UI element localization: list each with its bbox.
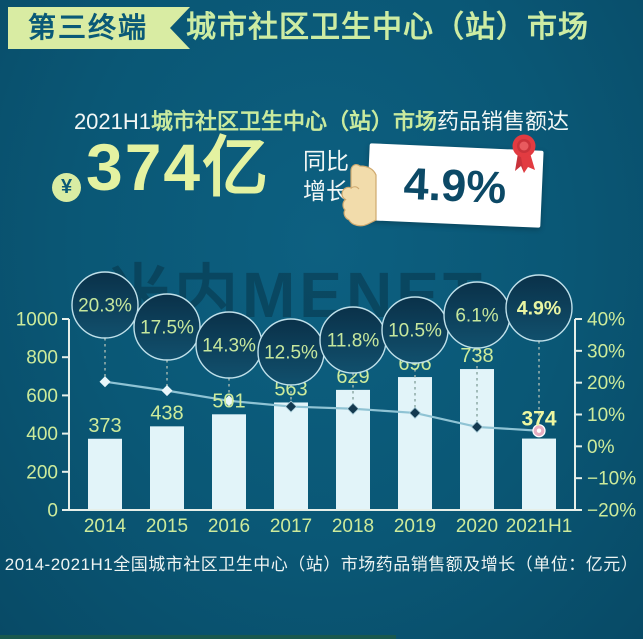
svg-text:10.5%: 10.5% <box>388 321 442 342</box>
svg-text:40%: 40% <box>587 310 625 331</box>
svg-text:400: 400 <box>26 424 58 445</box>
svg-text:600: 600 <box>26 386 58 407</box>
chart-caption: 2014-2021H1全国城市社区卫生中心（站）市场药品销售额及增长（单位：亿元… <box>4 555 639 574</box>
yoy-label-line1: 同比 <box>303 148 349 174</box>
svg-text:6.1%: 6.1% <box>455 306 498 327</box>
svg-text:438: 438 <box>150 402 183 424</box>
svg-text:4.9%: 4.9% <box>517 298 561 320</box>
svg-text:200: 200 <box>26 462 58 483</box>
svg-text:10%: 10% <box>587 405 625 426</box>
axis-labels: 0 200 400 600 800 1000 −20% −10% 0% 10% 20% 30% 40% <box>16 310 637 522</box>
subtitle: 2021H1城市社区卫生中心（站）市场药品销售额达 <box>0 104 643 136</box>
svg-text:374: 374 <box>521 408 556 431</box>
svg-text:2018: 2018 <box>332 516 374 537</box>
svg-text:738: 738 <box>460 345 493 367</box>
svg-text:17.5%: 17.5% <box>140 318 194 339</box>
svg-text:2021H1: 2021H1 <box>506 516 573 537</box>
svg-text:501: 501 <box>212 390 245 412</box>
svg-text:0%: 0% <box>587 437 615 458</box>
award-ribbon-icon <box>512 134 536 173</box>
section-badge-label: 第三终端 <box>28 12 149 43</box>
yen-icon: ¥ <box>52 173 81 202</box>
yoy-label: 同比 增长 <box>303 146 349 206</box>
svg-text:373: 373 <box>88 415 121 437</box>
svg-text:20.3%: 20.3% <box>78 296 132 317</box>
svg-text:2016: 2016 <box>208 516 250 537</box>
line-markers <box>99 376 546 438</box>
bars-group <box>88 369 556 510</box>
bottom-divider <box>0 635 396 639</box>
svg-text:2014: 2014 <box>84 516 127 537</box>
section-badge: 第三终端 <box>8 7 190 49</box>
sales-amount: 374亿 <box>86 130 271 204</box>
subtitle-prefix: 2021H1 <box>73 109 152 134</box>
growth-line <box>104 380 540 432</box>
svg-text:30%: 30% <box>587 341 625 362</box>
svg-text:11.8%: 11.8% <box>327 331 380 352</box>
subtitle-suffix: 药品销售额达 <box>437 109 570 134</box>
growth-bubbles: 20.3% 17.5% 14.3% 12.5% 11.8% 10.5% 6.1% 4.9% <box>71 271 573 386</box>
svg-text:1000: 1000 <box>16 310 58 331</box>
svg-text:2015: 2015 <box>146 516 188 537</box>
sales-growth-chart: 0 200 400 600 800 1000 −20% −10% 0% 10% 20% 30% 40% 3… <box>16 271 637 537</box>
subtitle-market: 城市社区卫生中心（站）市场 <box>151 109 438 134</box>
svg-text:14.3%: 14.3% <box>202 336 256 357</box>
hand-icon <box>341 164 377 227</box>
svg-text:0: 0 <box>47 501 58 522</box>
svg-text:800: 800 <box>26 348 58 369</box>
svg-text:−10%: −10% <box>587 469 636 490</box>
axes <box>62 318 582 511</box>
category-labels: 2014 2015 2016 2017 2018 2019 2020 2021H1 <box>84 516 572 537</box>
svg-text:12.5%: 12.5% <box>264 343 318 364</box>
svg-text:2020: 2020 <box>456 516 498 537</box>
svg-text:2019: 2019 <box>394 516 436 537</box>
svg-text:2017: 2017 <box>270 516 312 537</box>
svg-text:−20%: −20% <box>587 501 636 522</box>
page-title: 城市社区卫生中心（站）市场 <box>186 11 589 44</box>
svg-text:20%: 20% <box>587 373 625 394</box>
yoy-label-line2: 增长 <box>303 178 349 204</box>
